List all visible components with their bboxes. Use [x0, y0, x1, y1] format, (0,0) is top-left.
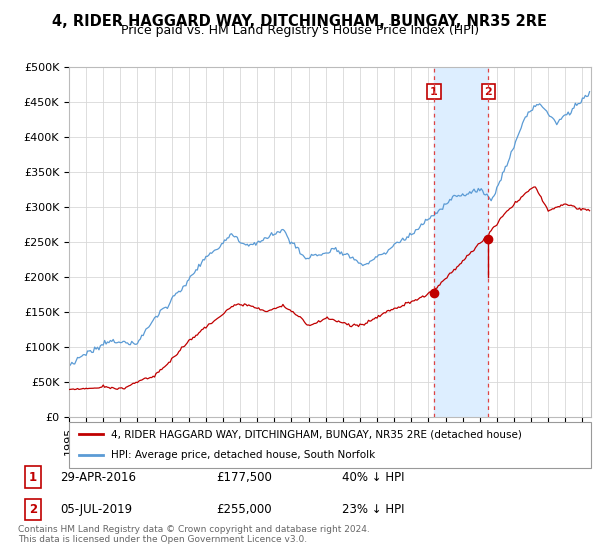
Text: 05-JUL-2019: 05-JUL-2019 [60, 503, 132, 516]
Text: Contains HM Land Registry data © Crown copyright and database right 2024.
This d: Contains HM Land Registry data © Crown c… [18, 525, 370, 544]
Text: 2: 2 [29, 503, 37, 516]
Text: 29-APR-2016: 29-APR-2016 [60, 470, 136, 484]
Text: Price paid vs. HM Land Registry's House Price Index (HPI): Price paid vs. HM Land Registry's House … [121, 24, 479, 37]
Text: 4, RIDER HAGGARD WAY, DITCHINGHAM, BUNGAY, NR35 2RE: 4, RIDER HAGGARD WAY, DITCHINGHAM, BUNGA… [53, 14, 548, 29]
Text: HPI: Average price, detached house, South Norfolk: HPI: Average price, detached house, Sout… [111, 450, 375, 460]
Text: 1: 1 [430, 87, 438, 97]
Text: 2: 2 [485, 87, 493, 97]
Text: £255,000: £255,000 [216, 503, 272, 516]
Text: 4, RIDER HAGGARD WAY, DITCHINGHAM, BUNGAY, NR35 2RE (detached house): 4, RIDER HAGGARD WAY, DITCHINGHAM, BUNGA… [111, 429, 521, 439]
Text: 23% ↓ HPI: 23% ↓ HPI [342, 503, 404, 516]
Bar [434, 67, 488, 417]
Text: £177,500: £177,500 [216, 470, 272, 484]
Text: 1: 1 [29, 470, 37, 484]
Text: 40% ↓ HPI: 40% ↓ HPI [342, 470, 404, 484]
FancyBboxPatch shape [69, 422, 591, 468]
